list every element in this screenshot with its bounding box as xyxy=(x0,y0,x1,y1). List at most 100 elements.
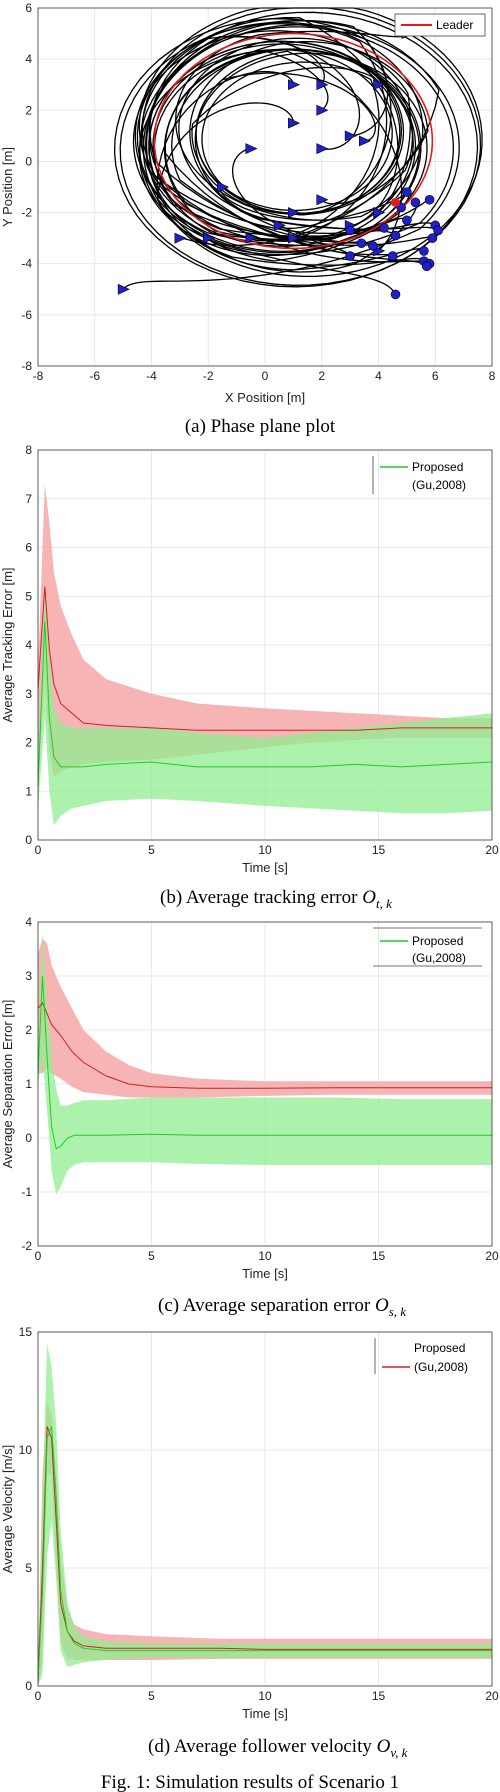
x-tick-label: 5 xyxy=(148,1249,155,1263)
caption-a: (a) Phase plane plot xyxy=(185,416,336,437)
end-marker xyxy=(402,215,412,226)
start-marker xyxy=(373,79,386,91)
caption-c: (c) Average separation error Os, k xyxy=(158,1295,406,1319)
y-tick-label: -8 xyxy=(21,359,32,373)
figure-caption: Fig. 1: Simulation results of Scenario 1 xyxy=(101,1772,399,1792)
end-marker xyxy=(410,197,421,208)
legend: Proposed (Gu,2008) xyxy=(373,927,482,967)
y-tick-label: 0 xyxy=(25,154,32,168)
x-tick-label: -6 xyxy=(89,369,100,383)
legend-box xyxy=(394,13,486,37)
legend: Proposed (Gu,2008) xyxy=(374,1338,468,1374)
x-tick-label: 2 xyxy=(318,369,325,383)
leader-end-marker xyxy=(391,197,401,207)
y-tick-label: 3 xyxy=(25,969,32,983)
x-tick-label: 10 xyxy=(258,1249,272,1263)
x-tick-label: 6 xyxy=(432,369,439,383)
x-tick-label: 15 xyxy=(372,1249,386,1263)
y-tick-label: 10 xyxy=(19,1443,33,1457)
start-marker xyxy=(288,207,301,219)
y-axis-label: Average Velocity [m/s] xyxy=(0,1445,15,1573)
start-marker xyxy=(245,143,258,155)
series xyxy=(37,932,492,1195)
tick-labels: -8 -6 -4 -2 0 2 4 6 8 -8 -6 -4 -2 0 2 4 6 xyxy=(21,1,495,383)
x-tick-label: 15 xyxy=(372,843,386,857)
y-tick-label: 6 xyxy=(25,541,32,555)
legend-gu-label: (Gu,2008) xyxy=(412,951,466,965)
caption-b: (b) Average tracking error Ot, k xyxy=(160,887,392,911)
end-marker xyxy=(387,251,398,261)
y-axis-label: Average Tracking Error [m] xyxy=(0,567,15,722)
y-tick-label: 7 xyxy=(25,492,32,506)
legend-proposed-label: Proposed xyxy=(412,934,463,948)
x-tick-label: 20 xyxy=(485,843,499,857)
y-tick-label: 3 xyxy=(25,687,32,701)
x-tick-label: 4 xyxy=(375,369,382,383)
x-tick-label: 20 xyxy=(485,1689,499,1703)
start-marker xyxy=(373,207,386,219)
caption-d: (d) Average follower velocity Ov, k xyxy=(148,1736,408,1760)
mean-line-proposed xyxy=(37,1426,492,1682)
start-marker xyxy=(174,232,187,244)
x-axis-label: X Position [m] xyxy=(225,390,305,405)
end-marker xyxy=(427,233,438,243)
y-tick-label: 4 xyxy=(25,638,32,652)
start-marker xyxy=(288,232,301,244)
start-marker xyxy=(245,232,258,244)
start-marker xyxy=(273,219,286,231)
x-tick-label: 8 xyxy=(489,369,496,383)
plot-frame xyxy=(37,1331,493,1687)
velocity-chart: 0 5 10 15 20 0 5 10 15 Time [s] Average Velocity… xyxy=(0,1325,499,1760)
start-marker xyxy=(359,135,372,147)
follower-path xyxy=(136,17,428,267)
y-tick-label: 5 xyxy=(25,589,32,603)
x-tick-label: 10 xyxy=(258,1689,272,1703)
y-tick-label: 6 xyxy=(25,1,32,15)
y-tick-label: 0 xyxy=(25,1679,32,1693)
follower-path xyxy=(134,21,424,247)
start-marker xyxy=(288,79,301,91)
y-tick-label: 2 xyxy=(25,736,32,750)
x-tick-label: 0 xyxy=(35,843,42,857)
y-tick-label: 8 xyxy=(25,443,32,457)
grid xyxy=(38,1332,492,1686)
x-tick-label: 10 xyxy=(258,843,272,857)
legend: Leader xyxy=(394,13,486,37)
x-tick-label: -2 xyxy=(203,369,214,383)
mean-line-proposed xyxy=(37,620,493,787)
y-tick-label: -6 xyxy=(21,308,32,322)
tick-labels: 0 5 10 15 20 0 1 2 3 4 5 6 7 8 xyxy=(25,443,499,857)
series xyxy=(37,484,493,826)
tick-labels: 0 5 10 15 20 -2 -1 0 1 2 3 4 xyxy=(21,915,499,1263)
band-proposed xyxy=(38,932,492,1195)
start-marker xyxy=(202,232,215,244)
end-marker xyxy=(345,251,355,261)
x-tick-label: 5 xyxy=(148,1689,155,1703)
y-tick-label: -4 xyxy=(21,257,32,271)
start-marker xyxy=(316,143,329,155)
y-tick-label: -1 xyxy=(21,1185,32,1199)
x-tick-label: 5 xyxy=(148,843,155,857)
x-tick-label: -8 xyxy=(33,369,44,383)
x-tick-label: 0 xyxy=(35,1249,42,1263)
tracking-error-chart: 0 5 10 15 20 0 1 2 3 4 5 6 7 8 Time [s] Average Track… xyxy=(0,443,499,911)
end-marker xyxy=(421,261,432,272)
phase-plane-chart: -8 -6 -4 -2 0 2 4 6 8 -8 -6 -4 -2 0 2 4 6 X Position [m]… xyxy=(0,1,496,437)
legend: Proposed (Gu,2008) xyxy=(372,456,466,494)
follower-path xyxy=(148,19,440,257)
y-tick-label: 1 xyxy=(25,1077,32,1091)
y-tick-label: 4 xyxy=(25,915,32,929)
follower-path xyxy=(178,37,412,237)
mean-line-gu xyxy=(37,1002,492,1089)
start-marker xyxy=(288,117,301,129)
mean-line-proposed xyxy=(37,975,492,1150)
x-tick-label: 0 xyxy=(35,1689,42,1703)
end-marker xyxy=(419,246,429,256)
end-marker xyxy=(433,225,443,236)
y-tick-label: -2 xyxy=(21,1239,32,1253)
end-marker xyxy=(390,230,401,241)
y-tick-label: 2 xyxy=(25,1023,32,1037)
end-marker xyxy=(424,194,435,205)
y-tick-label: 4 xyxy=(25,52,32,66)
